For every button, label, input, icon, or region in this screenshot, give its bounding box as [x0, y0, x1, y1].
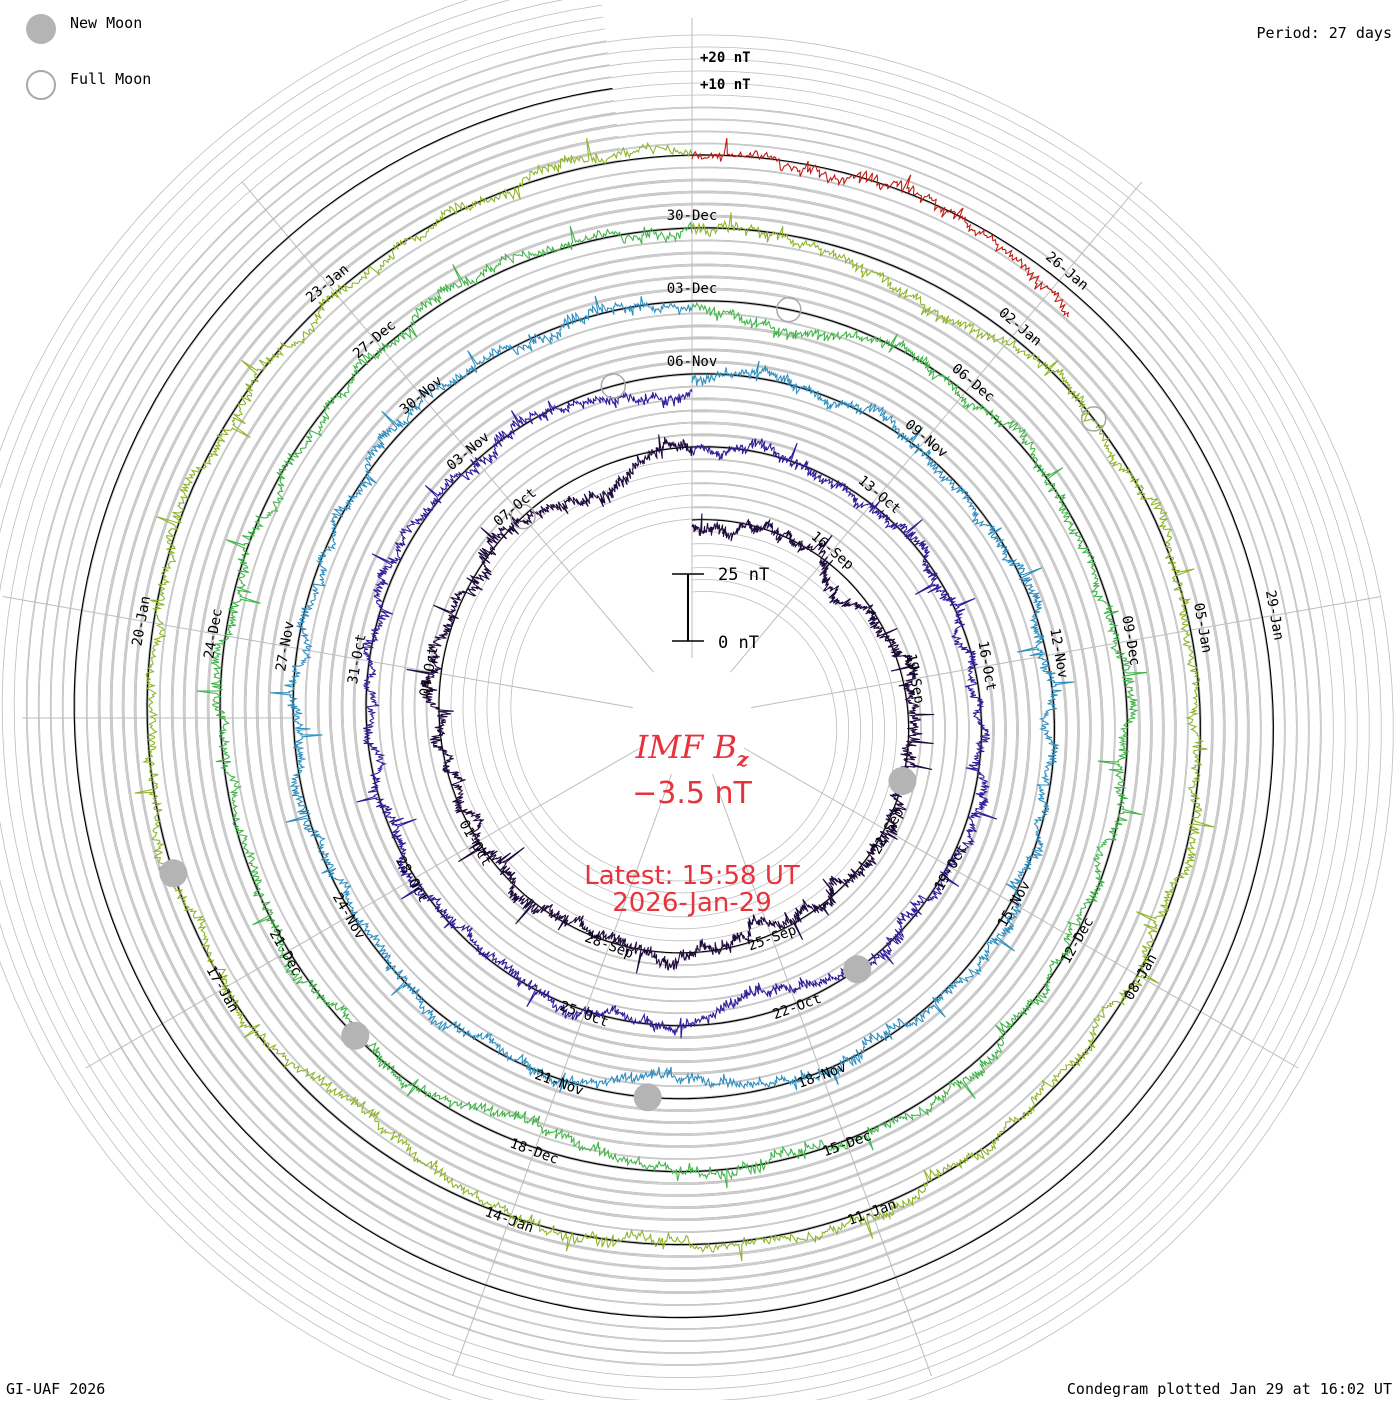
scale-label-plus20: +20 nT	[700, 50, 751, 66]
ring-line	[133, 147, 1214, 1259]
legend-new-moon: New Moon	[70, 14, 143, 32]
date-label: 31-Oct	[345, 633, 370, 686]
ring-line	[97, 111, 1250, 1295]
date-label: 01-Oct	[455, 817, 494, 869]
period-label: Period: 27 days	[1256, 24, 1392, 42]
ring-line	[37, 52, 1310, 1355]
ring-line	[85, 100, 1262, 1307]
ring-line	[121, 135, 1226, 1271]
credit-label: GI-UAF 2026	[6, 1380, 106, 1398]
date-label: 03-Dec	[667, 281, 718, 297]
bz-trace-turn-2	[356, 388, 998, 1039]
bz-trace-turn-3	[270, 295, 1075, 1093]
legend-full-moon: Full Moon	[70, 70, 152, 88]
spoke-line	[712, 774, 932, 1376]
ring-line	[0, 4, 1358, 1403]
date-label: 04-Oct	[417, 645, 442, 698]
date-label: 14-Jan	[483, 1204, 536, 1236]
spoke-line	[751, 595, 1382, 709]
date-label: 30-Dec	[667, 208, 718, 224]
ring-line	[61, 76, 1286, 1331]
ring-line	[145, 159, 1202, 1247]
bz-trace-turn-1	[406, 434, 935, 974]
ring-line	[1, 16, 1346, 1391]
full-moon-marker	[600, 373, 627, 399]
ring-line	[13, 28, 1334, 1379]
latest-date: 2026-Jan-29	[612, 888, 772, 918]
moon-markers	[159, 296, 1107, 1112]
spoke-line	[730, 181, 1143, 673]
ring-line	[25, 40, 1322, 1367]
new-moon-marker	[633, 1083, 662, 1112]
bz-trace-turn-5	[134, 137, 1215, 1262]
center-value: −3.5 nT	[632, 776, 752, 811]
scale-top-label: 25 nT	[718, 565, 769, 585]
latest-time: Latest: 15:58 UT	[584, 861, 800, 891]
date-label: 25-Sep	[746, 922, 799, 954]
new-moon-marker	[341, 1021, 370, 1050]
spoke-line	[241, 181, 654, 673]
new-moon-marker	[888, 766, 917, 795]
ring-line	[49, 64, 1298, 1343]
new-moon-icon	[26, 14, 56, 44]
date-label: 28-Oct	[392, 854, 431, 906]
plotted-label: Condegram plotted Jan 29 at 16:02 UT	[1066, 1380, 1392, 1398]
full-moon-icon	[26, 70, 56, 100]
center-title-main: IMF B	[635, 728, 737, 766]
full-moon-marker	[776, 296, 802, 323]
scale-bottom-label: 0 nT	[718, 633, 759, 653]
new-moon-marker	[159, 859, 188, 888]
full-moon-marker	[510, 503, 536, 530]
date-label: 06-Nov	[667, 354, 718, 370]
bz-trace-turn-4	[197, 221, 1148, 1189]
ring-line	[0, 0, 1370, 1404]
bz-trace-turn-6	[691, 138, 1070, 318]
bz-traces	[134, 137, 1215, 1262]
new-moon-marker	[843, 955, 872, 984]
scale-label-plus10: +10 nT	[700, 77, 751, 93]
full-moon-marker	[1080, 406, 1107, 432]
ring-line	[109, 123, 1238, 1283]
center-title-sub: z	[736, 747, 749, 771]
center-title: IMF Bz	[635, 728, 749, 771]
